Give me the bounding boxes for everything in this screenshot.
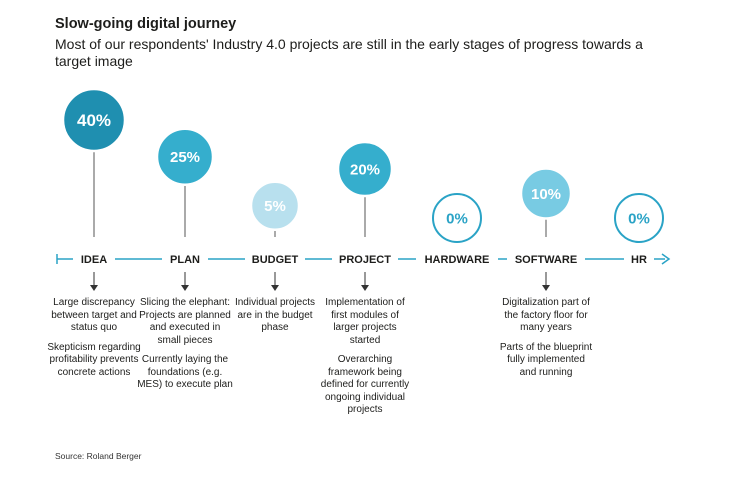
description-arrow-head bbox=[361, 285, 369, 291]
stage-label-idea: IDEA bbox=[81, 254, 107, 266]
value-bubble-project bbox=[336, 140, 394, 198]
description-paragraph: Overarching framework being defined for … bbox=[320, 354, 410, 415]
stage-label-budget: BUDGET bbox=[252, 254, 299, 266]
value-label: 0% bbox=[628, 210, 650, 227]
description-idea: Large discrepancy between target and sta… bbox=[46, 297, 142, 386]
stage-label-project: PROJECT bbox=[339, 254, 391, 266]
description-paragraph: Individual projects are in the budget ph… bbox=[234, 297, 316, 333]
axis-end-arrow bbox=[661, 253, 671, 265]
description-arrow-head bbox=[271, 285, 279, 291]
stage-label-plan: PLAN bbox=[170, 254, 200, 266]
description-paragraph: Currently laying the foundations (e.g. M… bbox=[137, 354, 233, 390]
value-label: 5% bbox=[264, 198, 286, 215]
description-arrow-head bbox=[542, 285, 550, 291]
chart-title: Slow-going digital journey bbox=[55, 16, 237, 32]
value-label: 0% bbox=[446, 210, 468, 227]
description-paragraph: Digitalization part of the factory floor… bbox=[502, 297, 590, 333]
stage-label-hardware: HARDWARE bbox=[425, 254, 490, 266]
stage-label-hr: HR bbox=[631, 254, 647, 266]
description-paragraph: Large discrepancy between target and sta… bbox=[51, 297, 137, 333]
description-budget: Individual projects are in the budget ph… bbox=[227, 297, 323, 342]
description-paragraph: Skepticism regarding profitability preve… bbox=[47, 341, 141, 378]
description-paragraph: Parts of the blueprint fully implemented… bbox=[499, 341, 593, 378]
value-bubble-plan bbox=[155, 127, 215, 186]
value-label: 10% bbox=[531, 186, 561, 203]
chart-subtitle: Most of our respondents' Industry 4.0 pr… bbox=[55, 36, 643, 69]
value-label: 25% bbox=[170, 149, 200, 166]
description-arrow-head bbox=[90, 285, 98, 291]
value-label: 40% bbox=[77, 111, 111, 130]
description-paragraph: Slicing the elephant: Projects are plann… bbox=[139, 297, 231, 346]
value-label: 20% bbox=[350, 161, 380, 178]
value-bubble-hr bbox=[614, 193, 664, 243]
value-bubble-idea bbox=[61, 87, 127, 153]
description-software: Digitalization part of the factory floor… bbox=[498, 297, 594, 386]
description-project: Implementation of first modules of large… bbox=[317, 297, 413, 424]
description-paragraph: Implementation of first modules of large… bbox=[325, 297, 405, 346]
value-bubble-hardware bbox=[432, 193, 482, 243]
source-note: Source: Roland Berger bbox=[55, 451, 142, 461]
description-plan: Slicing the elephant: Projects are plann… bbox=[137, 297, 233, 399]
description-arrow-head bbox=[181, 285, 189, 291]
value-bubble-software bbox=[519, 167, 573, 220]
value-bubble-budget bbox=[249, 180, 301, 231]
stage-label-software: SOFTWARE bbox=[515, 254, 577, 266]
